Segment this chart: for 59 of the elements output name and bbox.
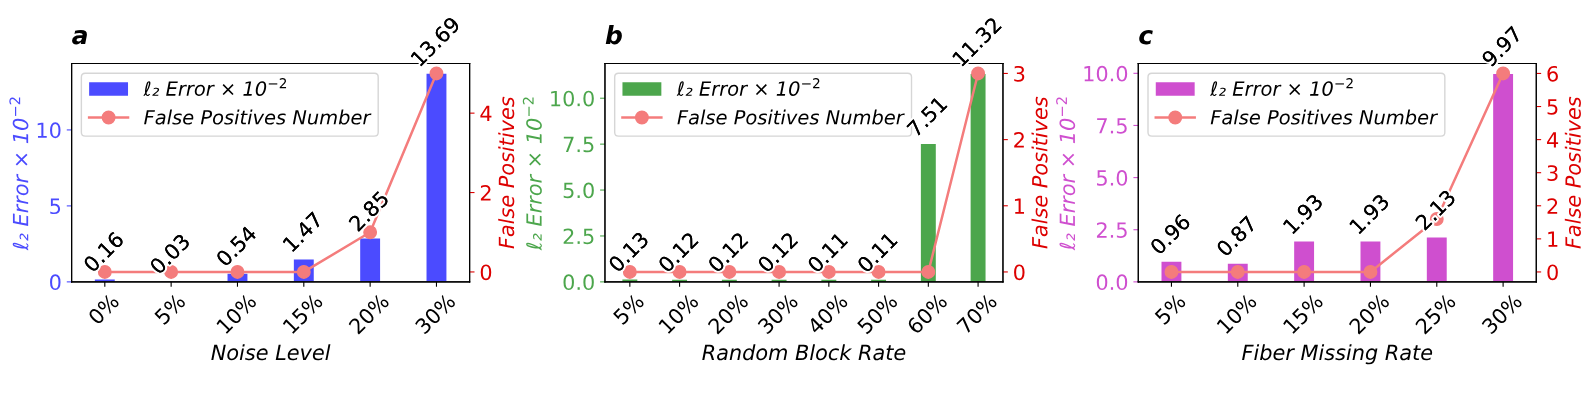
x-tick-label: 0%: [87, 292, 120, 326]
y2-tick-label: 0: [1547, 264, 1558, 281]
y-tick-label: 5: [50, 198, 61, 215]
chart-title: b: [605, 25, 622, 45]
y-tick-label: 7.5: [563, 136, 594, 153]
y-axis-title: ℓ₂ Error × 10$^{−2}$: [522, 97, 542, 251]
y-tick-label: 5.0: [1097, 170, 1128, 186]
point: [1297, 264, 1312, 279]
y-axis-title: ℓ₂ Error × 10$^{−2}$: [9, 97, 29, 251]
y2-axis-title: False Positives: [498, 96, 515, 249]
y2-tick-label: 1: [1548, 231, 1558, 247]
point: [1363, 264, 1378, 279]
y2-tick-label: 0: [480, 264, 492, 281]
bar: [1426, 237, 1447, 282]
legend-label: ℓ₂ Error × 10$^{−2}$: [143, 78, 287, 96]
point: [1496, 66, 1511, 81]
y-tick-label: 5.0: [563, 182, 594, 199]
chart-title: c: [1139, 30, 1153, 45]
y2-tick-label: 4: [1547, 132, 1559, 148]
legend-label: ℓ₂ Error × 10$^{−2}$: [676, 78, 820, 96]
y2-tick-label: 4: [480, 105, 492, 122]
point: [429, 66, 444, 81]
y-tick-label: 0.0: [1096, 274, 1128, 291]
y-tick-label: 2.5: [1096, 222, 1127, 238]
x-tick-label: 5%: [612, 292, 645, 326]
x-axis-title: Noise Level: [211, 344, 331, 361]
y2-tick-label: 2: [480, 185, 491, 201]
y2-tick-label: 1: [1014, 198, 1025, 214]
y-tick-label: 10.0: [1084, 65, 1128, 82]
legend-label: False Positives Number: [677, 109, 905, 125]
y2-tick-label: 3: [1014, 65, 1025, 82]
bar: [360, 238, 381, 282]
chart-title: a: [72, 30, 87, 45]
y-tick-label: 10: [37, 122, 61, 139]
y2-tick-label: 3: [1547, 165, 1558, 181]
y2-tick-label: 5: [1547, 99, 1558, 115]
y-axis-title: ℓ₂ Error × 10$^{−2}$: [1056, 97, 1076, 251]
y2-tick-label: 0: [1014, 264, 1025, 281]
y2-tick-label: 6: [1547, 65, 1558, 82]
bar: [426, 73, 447, 282]
y2-tick-label: 2: [1547, 198, 1558, 214]
x-axis-title: Fiber Missing Rate: [1242, 344, 1433, 365]
x-tick-label: 5%: [1154, 292, 1187, 326]
point: [230, 264, 245, 279]
x-tick-label: 5%: [153, 292, 187, 326]
y-tick-label: 0.0: [563, 274, 594, 291]
legend-label: False Positives Number: [1210, 109, 1439, 125]
legend-label: ℓ₂ Error × 10$^{−2}$: [1209, 78, 1353, 96]
x-axis-title: Random Block Rate: [702, 344, 906, 361]
bar: [970, 73, 986, 282]
legend-label: False Positives Number: [144, 109, 372, 125]
y-tick-label: 7.5: [1097, 118, 1127, 134]
y-tick-label: 2.5: [563, 228, 594, 245]
bar: [1493, 73, 1514, 282]
y2-tick-label: 2: [1014, 132, 1024, 148]
y-tick-label: 10.0: [551, 90, 594, 107]
y2-axis-title: False Positives: [1031, 96, 1048, 249]
y2-axis-title: False Positives: [1564, 96, 1581, 249]
y-tick-label: 0: [50, 274, 61, 291]
